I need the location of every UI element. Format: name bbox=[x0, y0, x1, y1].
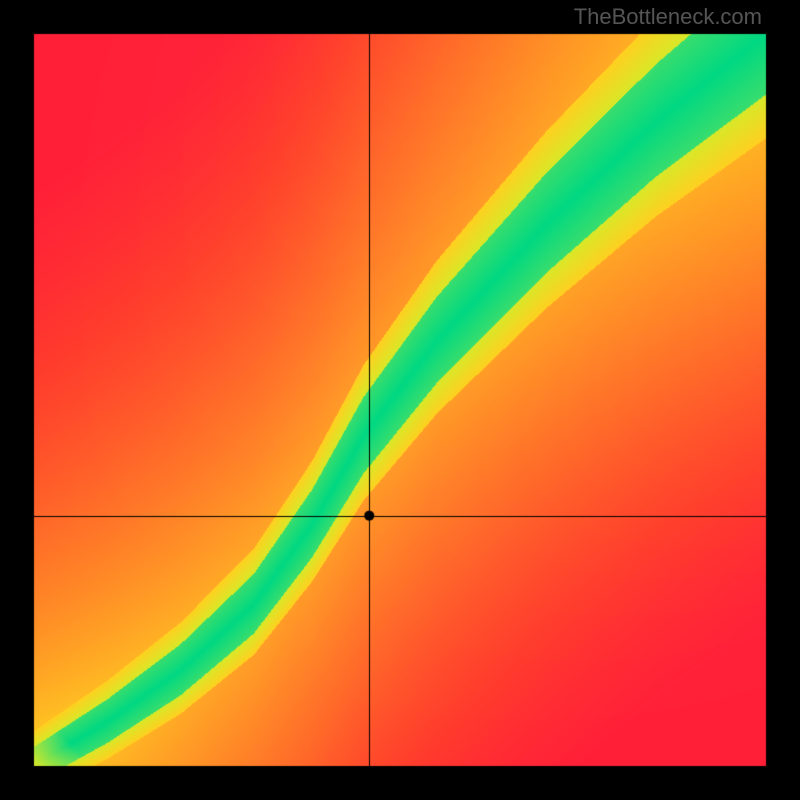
chart-container: TheBottleneck.com bbox=[0, 0, 800, 800]
watermark-text: TheBottleneck.com bbox=[574, 4, 762, 30]
bottleneck-heatmap-canvas bbox=[0, 0, 800, 800]
